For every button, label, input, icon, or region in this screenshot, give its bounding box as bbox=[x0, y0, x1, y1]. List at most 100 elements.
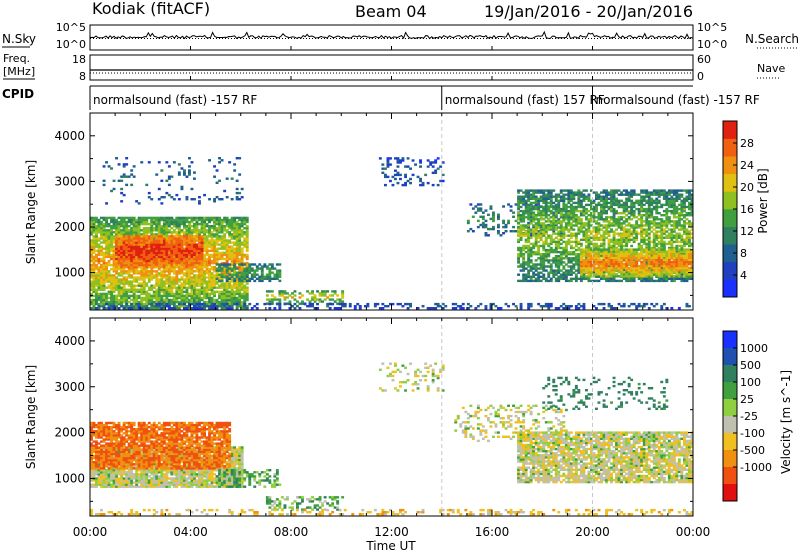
range-gate-cell bbox=[524, 189, 528, 192]
range-gate-cell bbox=[532, 212, 536, 215]
range-gate-cell bbox=[132, 263, 136, 267]
range-gate-cell bbox=[620, 193, 623, 196]
freq-left-tick-bottom: 8 bbox=[79, 70, 86, 83]
range-gate-cell bbox=[205, 247, 209, 250]
range-gate-cell bbox=[112, 266, 116, 269]
range-gate-cell bbox=[622, 236, 626, 239]
range-gate-cell bbox=[137, 290, 141, 293]
range-gate-cell bbox=[233, 277, 237, 280]
range-gate-cell bbox=[585, 195, 588, 198]
range-gate-cell bbox=[557, 267, 561, 270]
range-gate-cell bbox=[183, 278, 186, 281]
range-gate-cell bbox=[152, 227, 156, 230]
range-gate-cell bbox=[160, 239, 164, 242]
range-gate-cell bbox=[97, 257, 101, 261]
range-gate-cell bbox=[97, 280, 101, 283]
range-gate-cell bbox=[152, 247, 156, 250]
range-gate-cell bbox=[200, 259, 204, 263]
range-gate-cell bbox=[172, 249, 176, 252]
range-gate-cell bbox=[102, 235, 106, 238]
range-gate-cell bbox=[180, 235, 184, 238]
range-gate-cell bbox=[215, 257, 219, 261]
range-gate-cell bbox=[180, 243, 184, 246]
range-gate-cell bbox=[167, 216, 171, 220]
range-gate-cell bbox=[243, 292, 247, 296]
range-gate-cell bbox=[175, 298, 179, 302]
range-gate-cell bbox=[557, 238, 561, 241]
range-gate-cell bbox=[622, 244, 626, 248]
range-gate-cell bbox=[245, 275, 249, 278]
range-gate-cell bbox=[481, 211, 485, 214]
range-gate-cell bbox=[97, 222, 101, 226]
range-gate-cell bbox=[177, 218, 181, 222]
range-gate-cell bbox=[534, 228, 538, 231]
range-gate-cell bbox=[157, 272, 161, 275]
range-gate-cell bbox=[145, 243, 149, 246]
range-gate-cell bbox=[552, 257, 556, 260]
range-gate-cell bbox=[273, 277, 277, 280]
range-gate-cell bbox=[183, 272, 186, 275]
range-gate-cell bbox=[165, 241, 169, 244]
range-gate-cell bbox=[100, 305, 103, 308]
range-gate-cell bbox=[238, 157, 242, 160]
range-gate-cell bbox=[572, 205, 576, 209]
range-gate-cell bbox=[183, 227, 186, 230]
range-gate-cell bbox=[522, 257, 526, 260]
range-gate-cell bbox=[135, 229, 139, 232]
range-gate-cell bbox=[225, 305, 229, 308]
range-gate-cell bbox=[527, 193, 531, 196]
range-gate-cell bbox=[240, 222, 244, 226]
range-gate-cell bbox=[544, 212, 548, 215]
range-gate-cell bbox=[218, 222, 221, 226]
range-gate-cell bbox=[183, 263, 186, 267]
range-gate-cell bbox=[215, 247, 219, 250]
range-gate-cell bbox=[225, 292, 229, 296]
range-gate-cell bbox=[107, 251, 111, 254]
range-gate-cell bbox=[95, 233, 98, 236]
range-gate-cell bbox=[552, 228, 556, 231]
range-gate-cell bbox=[132, 284, 136, 287]
range-gate-cell bbox=[610, 246, 613, 250]
range-gate-cell bbox=[567, 234, 571, 237]
range-gate-cell bbox=[92, 298, 96, 302]
range-gate-cell bbox=[97, 239, 101, 242]
range-gate-cell bbox=[522, 253, 526, 256]
range-gate-cell bbox=[228, 290, 232, 293]
range-gate-cell bbox=[210, 266, 214, 269]
range-gate-cell bbox=[564, 248, 568, 252]
range-gate-cell bbox=[235, 220, 239, 224]
range-gate-cell bbox=[190, 266, 194, 269]
range-gate-cell bbox=[135, 263, 139, 267]
range-gate-cell bbox=[537, 236, 541, 239]
range-gate-cell bbox=[150, 259, 154, 263]
range-gate-cell bbox=[265, 298, 269, 301]
range-gate-cell bbox=[622, 238, 626, 241]
range-gate-cell bbox=[137, 245, 141, 248]
range-gate-cell bbox=[203, 218, 206, 222]
range-gate-cell bbox=[316, 290, 319, 293]
range-gate-cell bbox=[157, 231, 161, 234]
range-gate-cell bbox=[220, 269, 224, 272]
range-gate-cell bbox=[572, 257, 576, 260]
range-gate-cell bbox=[110, 239, 113, 242]
range-gate-cell bbox=[602, 191, 606, 194]
range-gate-cell bbox=[220, 220, 224, 224]
range-gate-cell bbox=[167, 292, 171, 296]
range-gate-cell bbox=[208, 259, 211, 263]
range-gate-cell bbox=[537, 263, 541, 266]
range-gate-cell bbox=[517, 246, 520, 250]
range-gate-cell bbox=[145, 235, 149, 238]
range-gate-cell bbox=[529, 209, 533, 213]
range-gate-cell bbox=[612, 279, 616, 283]
range-gate-cell bbox=[175, 274, 179, 277]
range-gate-cell bbox=[162, 298, 166, 302]
range-gate-cell bbox=[585, 203, 588, 207]
range-gate-cell bbox=[92, 270, 96, 273]
range-gate-cell bbox=[235, 225, 239, 228]
range-gate-cell bbox=[195, 225, 199, 228]
range-gate-cell bbox=[165, 274, 169, 277]
range-gate-cell bbox=[155, 245, 159, 248]
range-gate-cell bbox=[238, 225, 242, 228]
range-gate-cell bbox=[572, 234, 576, 237]
range-gate-cell bbox=[127, 284, 131, 287]
